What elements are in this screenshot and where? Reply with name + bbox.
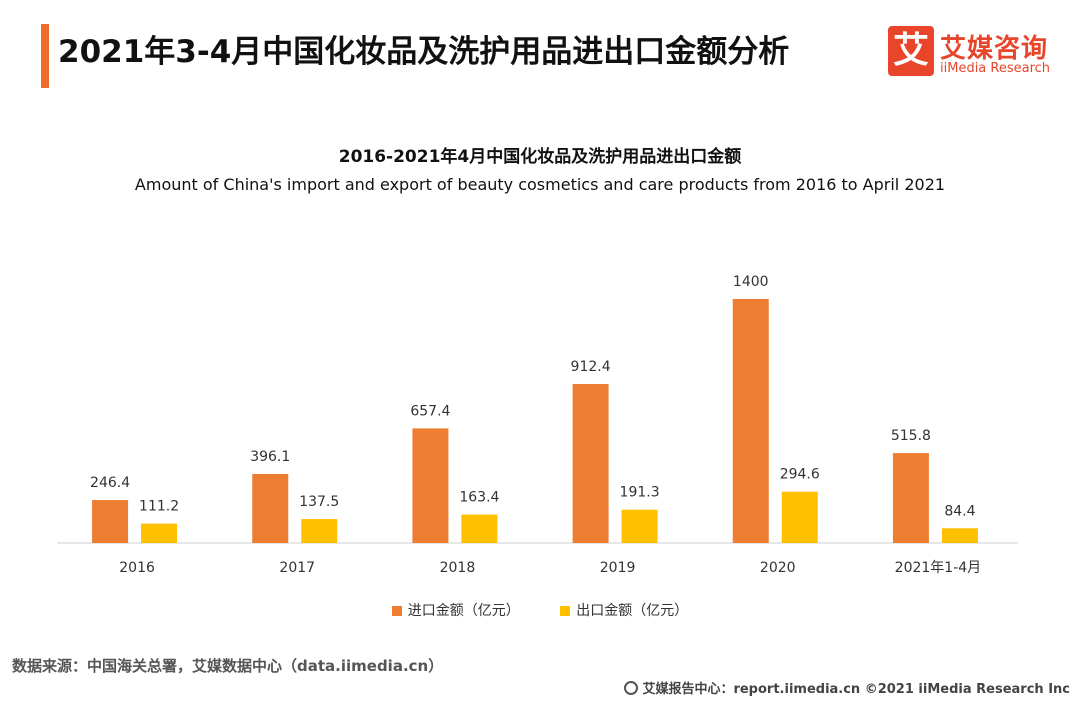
data-label-export-4: 294.6 [780,467,820,483]
data-label-import-5: 515.8 [891,428,931,444]
legend-swatch-export [560,606,571,616]
bar-export-2 [461,514,498,543]
legend-label-import: 进口金额（亿元） [407,603,520,619]
legend-label-export: 出口金额（亿元） [576,603,689,619]
brand-logo-mark: 艾 [888,26,934,76]
x-tick-label-1: 2017 [279,560,315,576]
chart-legend: 进口金额（亿元） 出口金额（亿元） [0,600,1080,620]
data-label-import-3: 912.4 [571,359,611,375]
data-label-export-0: 111.2 [139,499,179,515]
title-accent-bar [41,24,49,88]
x-tick-label-0: 2016 [119,560,155,576]
x-tick-label-5: 2021年1-4月 [895,560,982,576]
bar-export-1 [301,519,338,543]
x-tick-label-2: 2018 [440,560,476,576]
bar-import-0 [92,500,129,543]
legend-swatch-import [391,606,402,616]
bar-export-0 [141,523,178,543]
data-label-import-4: 1400 [733,274,769,290]
bar-export-3 [621,509,658,543]
chart-title: 2016-2021年4月中国化妆品及洗护用品进出口金额 [338,147,742,167]
brand-logo: 艾 艾媒咨询 iiMedia Research [888,24,1068,82]
x-tick-label-4: 2020 [760,560,796,576]
legend-item-import: 进口金额（亿元） [391,600,520,620]
data-label-import-2: 657.4 [410,403,450,419]
legend-item-export: 出口金额（亿元） [560,600,688,620]
bar-import-5 [892,453,929,543]
bar-import-4 [732,299,769,543]
bar-import-2 [412,428,449,543]
data-source: 数据来源：中国海关总署，艾媒数据中心（data.iimedia.cn） [12,657,444,675]
bar-export-5 [941,528,978,543]
data-label-import-1: 396.1 [250,449,290,465]
brand-name-en: iiMedia Research [940,61,1051,76]
x-tick-label-3: 2019 [600,560,636,576]
data-label-export-5: 84.4 [944,503,975,519]
globe-icon [624,681,639,695]
data-label-import-0: 246.4 [90,475,130,491]
bar-export-4 [781,491,818,543]
chart-subtitle: Amount of China's import and export of b… [134,175,946,194]
footer-text: 艾媒报告中心：report.iimedia.cn ©2021 iiMedia R… [642,682,1070,697]
brand-name-cn: 艾媒咨询 [940,34,1049,64]
data-label-export-2: 163.4 [459,490,499,506]
footer-credit: 艾媒报告中心：report.iimedia.cn ©2021 iiMedia R… [624,678,1070,697]
data-label-export-3: 191.3 [620,485,660,501]
data-label-export-1: 137.5 [299,494,339,510]
page-title: 2021年3-4月中国化妆品及洗护用品进出口金额分析 [58,34,790,70]
bar-import-1 [252,473,289,543]
bar-import-3 [572,383,609,543]
